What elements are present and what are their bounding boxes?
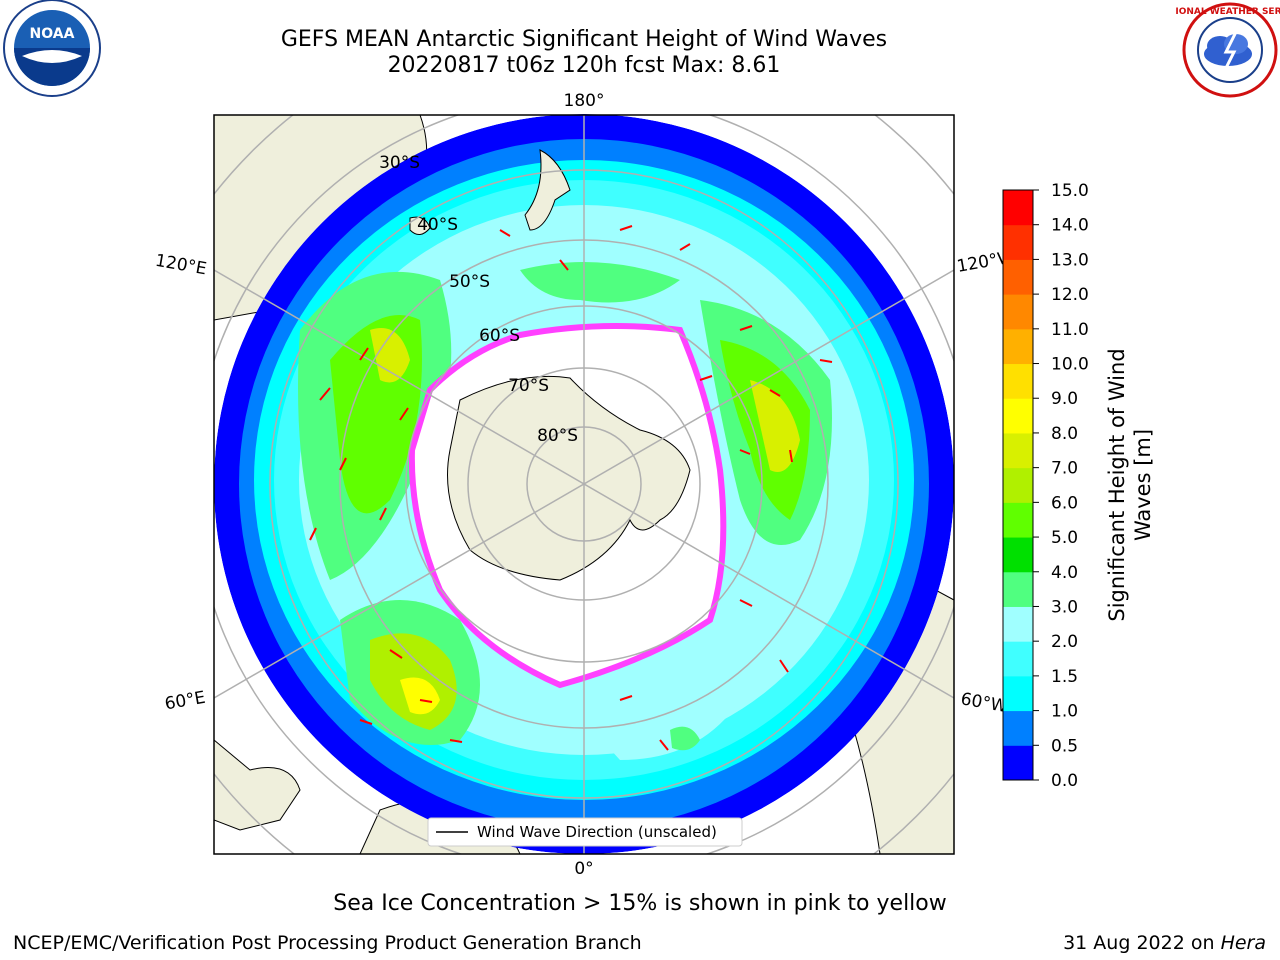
- noaa-logo: NOAA: [3, 0, 101, 97]
- footer-host: Hera: [1220, 932, 1266, 954]
- lat-label-40s: 40°S: [417, 215, 458, 235]
- colorbar-swatch: [1003, 328, 1033, 365]
- colorbar-tick-label: 1.0: [1051, 702, 1078, 722]
- colorbar-swatch: [1003, 745, 1033, 781]
- nws-logo: NATIONAL WEATHER SERVICE: [1176, 2, 1280, 98]
- sea-ice-note: Sea Ice Concentration > 15% is shown in …: [333, 891, 947, 916]
- graticule: [214, 115, 954, 854]
- lat-label-30s: 30°S: [379, 153, 420, 173]
- colorbar-swatch: [1003, 537, 1033, 573]
- map-legend-label: Wind Wave Direction (unscaled): [477, 823, 717, 841]
- colorbar-frame: [1002, 189, 1034, 781]
- colorbar-label-line2: Waves [m]: [1131, 429, 1155, 541]
- colorbar-tick-label: 1.5: [1051, 667, 1078, 687]
- colorbar-swatch: [1003, 606, 1033, 642]
- new-zealand-land: [524, 149, 571, 231]
- antarctica-land: [447, 375, 691, 581]
- colorbar-tick-label: 0.0: [1051, 771, 1078, 791]
- colorbar-tick-label: 11.0: [1051, 320, 1089, 340]
- lat-label-80s: 80°S: [537, 426, 578, 446]
- colorbar-label-line1: Significant Height of Wind: [1105, 348, 1129, 621]
- colorbar-tick-label: 4.0: [1051, 563, 1078, 583]
- lon-label-0: 0°: [574, 859, 593, 879]
- chart-title: GEFS MEAN Antarctic Significant Height o…: [280, 27, 888, 52]
- colorbar-swatch: [1003, 467, 1033, 503]
- colorbar-tick-label: 12.0: [1051, 285, 1089, 305]
- lat-label-60s: 60°S: [479, 326, 520, 346]
- colorbar-tick-label: 14.0: [1051, 216, 1089, 236]
- lon-label-180: 180°: [564, 91, 605, 111]
- nws-logo-text: NATIONAL WEATHER SERVICE: [1176, 7, 1280, 17]
- colorbar-swatch: [1003, 641, 1033, 677]
- colorbar-swatch: [1003, 294, 1033, 330]
- colorbar: 0.0 0.5 1.0 1.5 2.0 3.0 4.0 5.0 6.0 7.0 8.0 9.0 10.0…: [1002, 181, 1089, 791]
- colorbar-tick-label: 5.0: [1051, 528, 1078, 548]
- colorbar-tick-label: 8.0: [1051, 424, 1078, 444]
- colorbar-tick-label: 2.0: [1051, 632, 1078, 652]
- colorbar-tick-label: 10.0: [1051, 355, 1089, 375]
- colorbar-swatch: [1003, 710, 1033, 746]
- lon-label-60e: 60°E: [163, 688, 207, 715]
- lon-label-120e: 120°E: [154, 251, 208, 280]
- colorbar-swatch: [1003, 259, 1033, 295]
- colorbar-tick-label: 3.0: [1051, 597, 1078, 617]
- colorbar-tick-label: 15.0: [1051, 181, 1089, 201]
- colorbar-swatch: [1003, 398, 1033, 434]
- colorbar-tick-label: 13.0: [1051, 250, 1089, 270]
- colorbar-swatch: [1003, 571, 1033, 607]
- lon-label-60w: 60°W: [959, 689, 1009, 717]
- footer-date: 31 Aug 2022 on Hera: [1063, 932, 1266, 954]
- map-legend: Wind Wave Direction (unscaled): [427, 817, 743, 847]
- lat-label-70s: 70°S: [508, 376, 549, 396]
- colorbar-swatch: [1003, 675, 1033, 712]
- chart-subtitle: 20220817 t06z 120h fcst Max: 8.61: [387, 53, 781, 78]
- colorbar-swatch: [1003, 190, 1033, 226]
- colorbar-swatch: [1003, 224, 1033, 260]
- colorbar-swatch: [1003, 363, 1033, 399]
- colorbar-swatch: [1003, 432, 1033, 469]
- colorbar-swatch: [1003, 502, 1033, 538]
- colorbar-tick-label: 6.0: [1051, 493, 1078, 513]
- colorbar-tick-label: 9.0: [1051, 389, 1078, 409]
- africa-land: [214, 739, 301, 831]
- colorbar-tick-label: 0.5: [1051, 736, 1078, 756]
- footer-date-text: 31 Aug 2022 on: [1063, 932, 1221, 954]
- noaa-logo-text: NOAA: [30, 26, 75, 42]
- colorbar-tick-label: 7.0: [1051, 459, 1078, 479]
- wind-direction-arrows: [309, 225, 833, 751]
- lat-label-50s: 50°S: [449, 272, 490, 292]
- footer-credit: NCEP/EMC/Verification Post Processing Pr…: [13, 932, 642, 954]
